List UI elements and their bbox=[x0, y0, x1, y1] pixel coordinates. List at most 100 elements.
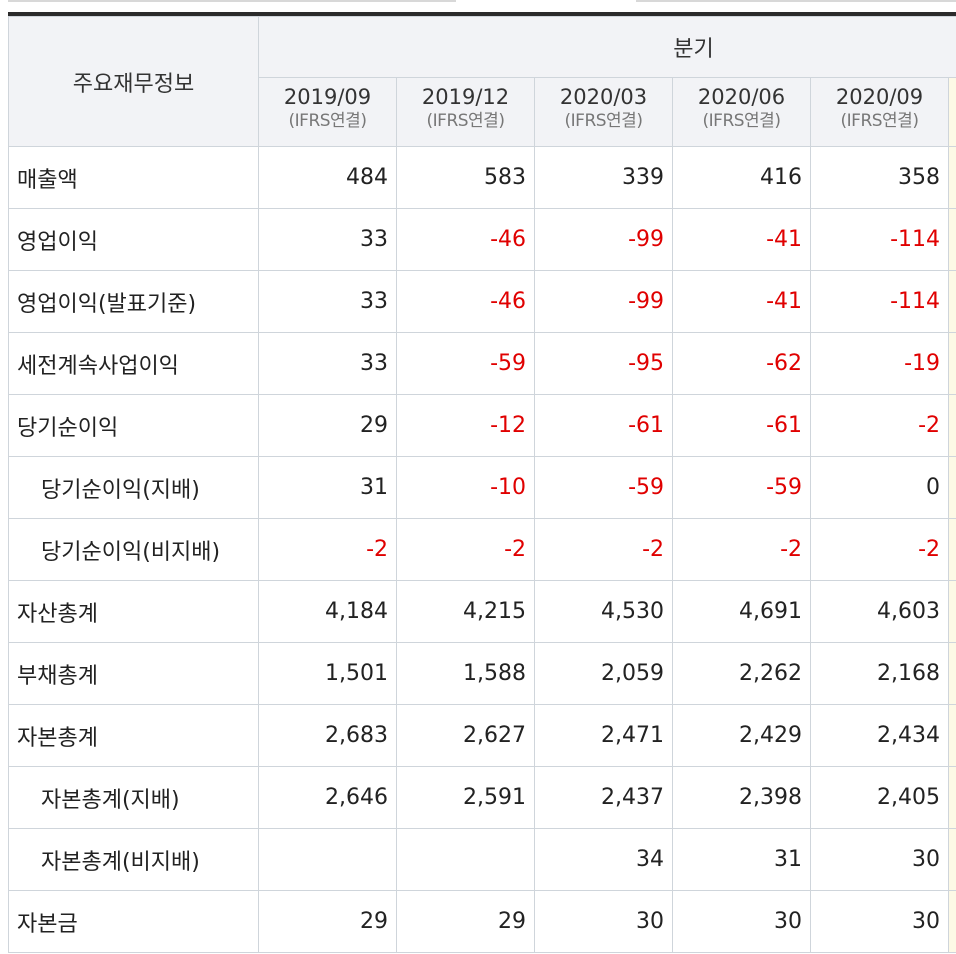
value-cell: -99 bbox=[534, 270, 673, 333]
value-cell: -114 bbox=[810, 270, 949, 333]
value-cell: 4,530 bbox=[534, 580, 673, 643]
value-cell: 33 bbox=[258, 332, 397, 395]
value-cell: -99 bbox=[534, 208, 673, 271]
row-label: 자본금 bbox=[8, 890, 259, 953]
value-cell: -41 bbox=[672, 270, 811, 333]
value-cell: 33 bbox=[258, 270, 397, 333]
value-cell-next-partial bbox=[947, 456, 956, 519]
value-cell: 2,398 bbox=[672, 766, 811, 829]
column-header-1: 2019/12 (IFRS연결) bbox=[396, 77, 535, 147]
value-cell: -2 bbox=[672, 518, 811, 581]
row-label: 당기순이익 bbox=[8, 394, 259, 457]
value-cell: 358 bbox=[810, 146, 949, 209]
tab-line-right bbox=[636, 0, 956, 2]
row-label: 세전계속사업이익 bbox=[8, 332, 259, 395]
table-body: 매출액 484 583 339 416 358 영업이익 33 -46 -99 -41 -114 영업이… bbox=[8, 146, 956, 953]
value-cell: 1,588 bbox=[396, 642, 535, 705]
table-row: 영업이익(발표기준) 33 -46 -99 -41 -114 bbox=[8, 270, 956, 333]
tab-line-left bbox=[8, 0, 456, 2]
value-cell-next-partial bbox=[947, 208, 956, 271]
value-cell: 30 bbox=[534, 890, 673, 953]
row-label: 자산총계 bbox=[8, 580, 259, 643]
value-cell: 583 bbox=[396, 146, 535, 209]
column-header-3: 2020/06 (IFRS연결) bbox=[672, 77, 811, 147]
row-label: 당기순이익(비지배) bbox=[8, 518, 259, 581]
table-top-rule bbox=[8, 12, 956, 16]
value-cell-next-partial bbox=[947, 890, 956, 953]
table-row: 영업이익 33 -46 -99 -41 -114 bbox=[8, 208, 956, 271]
value-cell: 29 bbox=[258, 394, 397, 457]
value-cell: -59 bbox=[672, 456, 811, 519]
value-cell: 2,168 bbox=[810, 642, 949, 705]
value-cell: -2 bbox=[810, 518, 949, 581]
column-basis: (IFRS연결) bbox=[702, 111, 781, 131]
table-title: 주요재무정보 bbox=[8, 16, 259, 147]
financial-table-container: 주요재무정보 분기 2019/09 (IFRS연결) 2019/12 (IFRS연결)… bbox=[8, 16, 956, 954]
row-label: 부채총계 bbox=[8, 642, 259, 705]
value-cell: -2 bbox=[534, 518, 673, 581]
table-row: 부채총계 1,501 1,588 2,059 2,262 2,168 bbox=[8, 642, 956, 705]
row-label: 자본총계(비지배) bbox=[8, 828, 259, 891]
column-basis: (IFRS연결) bbox=[426, 111, 505, 131]
value-cell bbox=[396, 828, 535, 891]
value-cell: 2,437 bbox=[534, 766, 673, 829]
value-cell: 4,184 bbox=[258, 580, 397, 643]
column-header-2: 2020/03 (IFRS연결) bbox=[534, 77, 673, 147]
value-cell: -59 bbox=[534, 456, 673, 519]
value-cell: 2,627 bbox=[396, 704, 535, 767]
table-row: 당기순이익(비지배) -2 -2 -2 -2 -2 bbox=[8, 518, 956, 581]
value-cell: -2 bbox=[396, 518, 535, 581]
value-cell-next-partial bbox=[947, 518, 956, 581]
table-row: 자본총계 2,683 2,627 2,471 2,429 2,434 bbox=[8, 704, 956, 767]
value-cell: 2,262 bbox=[672, 642, 811, 705]
value-cell: 31 bbox=[258, 456, 397, 519]
value-cell-next-partial bbox=[947, 704, 956, 767]
value-cell: 31 bbox=[672, 828, 811, 891]
financial-summary-table: 주요재무정보 분기 2019/09 (IFRS연결) 2019/12 (IFRS연결)… bbox=[8, 16, 956, 953]
table-row: 자본금 29 29 30 30 30 bbox=[8, 890, 956, 953]
value-cell: -62 bbox=[672, 332, 811, 395]
value-cell: 30 bbox=[810, 828, 949, 891]
value-cell: 30 bbox=[672, 890, 811, 953]
table-row: 당기순이익 29 -12 -61 -61 -2 bbox=[8, 394, 956, 457]
value-cell: -41 bbox=[672, 208, 811, 271]
value-cell-next-partial bbox=[947, 642, 956, 705]
value-cell: 4,215 bbox=[396, 580, 535, 643]
table-row: 자산총계 4,184 4,215 4,530 4,691 4,603 bbox=[8, 580, 956, 643]
value-cell: 30 bbox=[810, 890, 949, 953]
column-date: 2020/09 bbox=[835, 85, 924, 109]
row-label: 자본총계 bbox=[8, 704, 259, 767]
value-cell-next-partial bbox=[947, 766, 956, 829]
value-cell bbox=[258, 828, 397, 891]
table-row: 자본총계(비지배) 34 31 30 bbox=[8, 828, 956, 891]
value-cell: -61 bbox=[672, 394, 811, 457]
value-cell: 2,405 bbox=[810, 766, 949, 829]
value-cell: 4,603 bbox=[810, 580, 949, 643]
value-cell: 29 bbox=[396, 890, 535, 953]
value-cell-next-partial bbox=[947, 332, 956, 395]
value-cell: -12 bbox=[396, 394, 535, 457]
value-cell: 1,501 bbox=[258, 642, 397, 705]
column-header-next-partial bbox=[947, 77, 956, 147]
value-cell-next-partial bbox=[947, 146, 956, 209]
value-cell: 2,471 bbox=[534, 704, 673, 767]
value-cell: 2,591 bbox=[396, 766, 535, 829]
value-cell: -10 bbox=[396, 456, 535, 519]
value-cell: 2,646 bbox=[258, 766, 397, 829]
value-cell: 33 bbox=[258, 208, 397, 271]
value-cell: 2,434 bbox=[810, 704, 949, 767]
value-cell: 0 bbox=[810, 456, 949, 519]
value-cell-next-partial bbox=[947, 580, 956, 643]
table-row: 자본총계(지배) 2,646 2,591 2,437 2,398 2,405 bbox=[8, 766, 956, 829]
value-cell: -114 bbox=[810, 208, 949, 271]
column-basis: (IFRS연결) bbox=[288, 111, 367, 131]
value-cell: 339 bbox=[534, 146, 673, 209]
column-date: 2020/06 bbox=[697, 85, 786, 109]
value-cell: 2,683 bbox=[258, 704, 397, 767]
table-row: 당기순이익(지배) 31 -10 -59 -59 0 bbox=[8, 456, 956, 519]
value-cell: -61 bbox=[534, 394, 673, 457]
top-border bbox=[0, 0, 956, 16]
column-basis: (IFRS연결) bbox=[840, 111, 919, 131]
value-cell: -95 bbox=[534, 332, 673, 395]
row-label: 영업이익 bbox=[8, 208, 259, 271]
